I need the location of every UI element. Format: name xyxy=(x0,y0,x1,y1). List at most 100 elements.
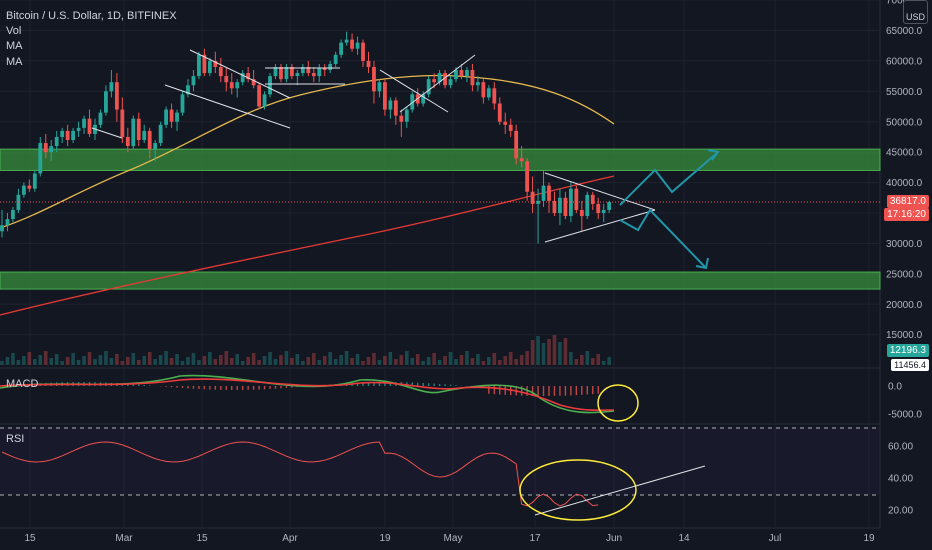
volume-bar xyxy=(191,353,196,365)
indicator-ma-2[interactable]: MA xyxy=(6,56,23,68)
candle-body xyxy=(552,200,557,214)
volume-bar xyxy=(421,361,425,365)
volume-bar xyxy=(147,352,152,365)
volume-bar xyxy=(569,352,573,365)
candle-body xyxy=(27,185,32,189)
volume-bar xyxy=(98,355,103,365)
volume-bar xyxy=(136,360,141,365)
volume-bar xyxy=(104,351,108,365)
countdown-tag: 17:16:20 xyxy=(884,208,929,221)
candle-body xyxy=(202,54,207,74)
macd-annotation-circle xyxy=(597,384,639,422)
candle-body xyxy=(11,209,15,220)
candle-body xyxy=(60,130,65,137)
candle-body xyxy=(383,82,387,110)
price-tick-label: 20000.0 xyxy=(886,300,923,311)
candle-body xyxy=(246,73,251,80)
trendline xyxy=(91,127,123,139)
candle-body xyxy=(82,118,86,128)
candle-body xyxy=(136,118,141,141)
volume-bar xyxy=(71,353,75,365)
candle-body xyxy=(104,91,108,113)
volume-bar xyxy=(476,354,480,365)
volume-bar xyxy=(311,353,316,365)
macd-label[interactable]: MACD xyxy=(6,378,39,390)
candle-body xyxy=(300,66,305,74)
candle-body xyxy=(240,73,245,83)
rsi-label[interactable]: RSI xyxy=(6,433,25,445)
candle-body xyxy=(443,73,447,86)
volume-bar xyxy=(76,360,81,365)
price-tick-label: 15000.0 xyxy=(886,330,923,341)
candle-body xyxy=(76,127,81,131)
volume-bar xyxy=(109,358,114,365)
volume-bar xyxy=(317,360,322,365)
volume-bar xyxy=(443,356,447,365)
rsi-trendline xyxy=(534,465,706,516)
currency-button[interactable]: USD xyxy=(902,0,928,24)
candle-body xyxy=(213,60,218,67)
candle-body xyxy=(563,197,568,217)
volume-bar xyxy=(448,352,453,365)
volume-bar xyxy=(164,351,168,365)
candle-body xyxy=(317,68,322,77)
volume-bar xyxy=(268,352,272,365)
trendline xyxy=(164,84,291,129)
candle-body xyxy=(492,88,497,104)
volume-bar xyxy=(229,358,234,365)
candle-body xyxy=(459,70,464,77)
candle-body xyxy=(432,79,437,83)
candle-body xyxy=(530,191,535,204)
arrow-head-icon xyxy=(707,149,720,161)
indicator-ma-1[interactable]: MA xyxy=(6,40,23,52)
volume-bar xyxy=(481,361,486,365)
candle-body xyxy=(508,124,513,131)
volume-bar xyxy=(541,343,546,365)
volume-bar xyxy=(552,335,557,365)
time-tick-label: Jun xyxy=(606,533,622,544)
volume-bar xyxy=(11,353,15,365)
rsi-band xyxy=(0,428,880,495)
support-zone xyxy=(0,271,881,290)
volume-bar xyxy=(459,355,464,365)
candle-body xyxy=(71,130,76,141)
candle-body xyxy=(290,66,294,77)
candle-body xyxy=(590,194,595,204)
price-tick-label: 65000.0 xyxy=(886,26,923,37)
candle-body xyxy=(224,76,229,83)
volume-bar xyxy=(22,356,26,365)
indicator-vol[interactable]: Vol xyxy=(6,25,22,37)
volume-bar xyxy=(153,359,157,365)
candle-body xyxy=(114,82,119,110)
volume-bar xyxy=(251,353,256,365)
volume-bar xyxy=(279,355,283,365)
rsi-annotation-circle xyxy=(519,459,637,521)
candle-body xyxy=(175,112,179,122)
volume-bar xyxy=(426,357,431,365)
candle-body xyxy=(169,109,174,122)
candle-body xyxy=(470,70,475,86)
candle-body xyxy=(372,66,376,92)
volume-bar xyxy=(574,359,579,365)
candle-body xyxy=(525,161,530,192)
candle-body xyxy=(361,42,365,61)
macd-tick-label: 0.0 xyxy=(888,382,902,393)
volume-bar xyxy=(246,357,250,365)
time-tick-label: 15 xyxy=(24,533,36,544)
volume-bar xyxy=(93,359,97,365)
volume-bar xyxy=(208,352,212,365)
candle-body xyxy=(87,118,92,134)
volume-bar xyxy=(295,354,300,365)
time-tick-label: Jul xyxy=(769,533,782,544)
volume-bar xyxy=(514,359,518,365)
candle-body xyxy=(536,200,540,204)
trendline xyxy=(379,69,449,113)
bullish-projection xyxy=(619,151,719,206)
ma-long-line xyxy=(0,175,615,316)
candle-body xyxy=(0,225,4,232)
candle-body xyxy=(344,39,349,43)
signal-line xyxy=(0,378,615,412)
volume-bar xyxy=(328,352,332,365)
volume-bar xyxy=(601,361,606,365)
